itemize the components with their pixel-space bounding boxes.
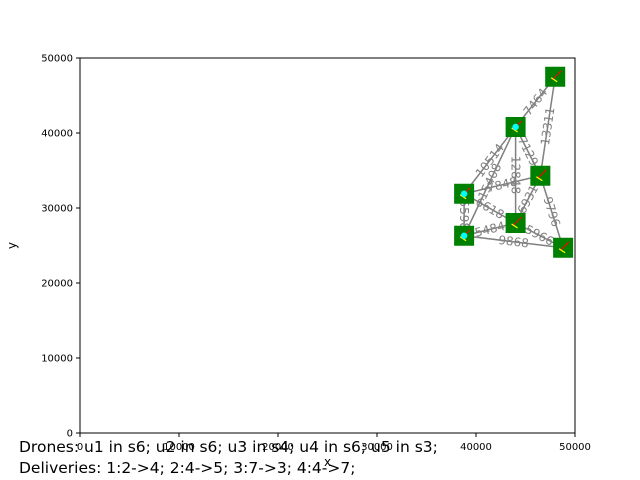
edge-label: 6618	[473, 195, 506, 222]
edge-label: 7848	[486, 174, 519, 195]
axes-frame	[79, 57, 576, 434]
station-arrow-n6	[512, 216, 523, 227]
y-tick-label: 10000	[41, 354, 73, 365]
x-axis-label: x	[324, 455, 331, 469]
x-tick-label: 0	[77, 442, 83, 453]
x-tick-label: 50000	[559, 442, 591, 453]
nodes-layer	[454, 66, 574, 258]
edge-label: 12848	[509, 156, 523, 194]
station-target-n3	[536, 176, 543, 182]
station-arrow-n1	[551, 70, 562, 81]
y-axis-label: y	[5, 242, 19, 249]
x-tick-label: 30000	[361, 442, 393, 453]
drone-marker-n5	[460, 232, 468, 239]
y-tick-label: 0	[67, 429, 73, 440]
station-target-n7	[558, 248, 566, 254]
station-target-n1	[550, 77, 558, 83]
y-tick-label: 50000	[41, 54, 73, 65]
edge-n5-n7	[464, 235, 564, 249]
edge-n2-n4	[463, 126, 517, 195]
drone-marker-n4	[460, 190, 468, 197]
x-tick-label: 40000	[460, 442, 492, 453]
edge-n2-n5	[463, 126, 517, 237]
y-tick-label: 40000	[41, 129, 73, 140]
deliveries-caption: Deliveries: 1:2->4; 2:4->5; 3:7->3; 4:4-…	[19, 459, 356, 477]
ticks-layer: 0 10000 20000 30000 40000 50000 0 10000 20000 300…	[41, 54, 591, 454]
edge-n3-n7	[539, 175, 564, 248]
edge-n3-n4	[463, 175, 541, 195]
y-tick-label: 30000	[41, 204, 73, 215]
drones-caption: Drones: u1 in s6; u2 in s6; u3 in s4; u4…	[19, 438, 438, 456]
edge-label: 13311	[538, 106, 558, 146]
x-tick-label: 10000	[163, 442, 195, 453]
edge-label: 9796	[540, 195, 563, 228]
edge-n1-n3	[539, 76, 556, 176]
edge-label: 9868	[498, 233, 530, 251]
edge-label: 5598	[457, 199, 471, 230]
station-target-n6	[511, 223, 518, 229]
station-arrow-n7	[559, 241, 570, 252]
y-tick-label: 20000	[41, 279, 73, 290]
drone-marker-n2	[512, 123, 519, 131]
station-arrow-n3	[536, 169, 547, 180]
x-tick-label: 20000	[262, 442, 294, 453]
